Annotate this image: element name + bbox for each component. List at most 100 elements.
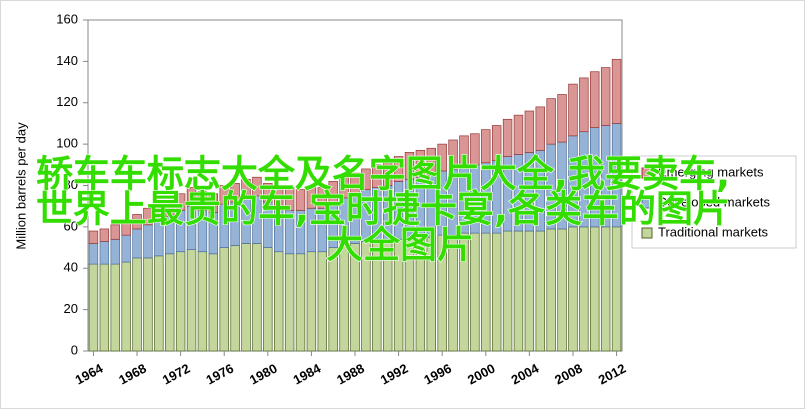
bar-segment (361, 168, 371, 190)
bar-segment (306, 251, 317, 352)
legend-box (631, 155, 797, 249)
bar-segment (459, 135, 469, 166)
bar-segment (295, 253, 306, 352)
bar-segment (143, 257, 153, 352)
bar-segment (393, 156, 404, 182)
bar-segment (546, 228, 556, 352)
bar-segment (154, 255, 164, 352)
bar-segment (263, 247, 273, 352)
bar-segment (230, 183, 240, 203)
bar-segment (611, 58, 622, 124)
bar-segment (590, 71, 600, 128)
legend-label: Traditional markets (658, 224, 769, 239)
bar-segment (535, 106, 545, 151)
bar-segment (568, 83, 578, 137)
y-tick-label: 20 (64, 301, 78, 316)
bar-segment (579, 226, 589, 352)
y-tick-label: 140 (56, 53, 78, 68)
bar-segment (208, 253, 219, 352)
bar-segment (284, 187, 295, 211)
legend-swatch (641, 197, 653, 209)
bar-segment (154, 203, 164, 222)
bar-segment (132, 228, 142, 259)
bar-segment (241, 243, 251, 352)
watermark-text: 大全图片 (326, 224, 474, 267)
legend-label: Emerging markets (658, 164, 764, 179)
bar-segment (197, 251, 208, 352)
y-tick-label: 160 (56, 11, 78, 26)
bar-segment (186, 249, 197, 352)
bar-segment (524, 230, 535, 352)
bar-segment (481, 129, 491, 164)
bar-segment (165, 199, 175, 217)
bar-segment (502, 118, 513, 157)
watermark-text: 轿车车标志大全及名字图片大全,我要卖车, (36, 153, 730, 196)
bar-segment (437, 143, 447, 172)
watermark-text: 世界上最贵的车,宝时捷卡宴,各类车的图片 (36, 188, 730, 231)
bar-segment (132, 214, 142, 230)
bar-segment (99, 228, 110, 242)
bar-segment (143, 207, 153, 226)
legend-label: Developed markets (658, 194, 770, 209)
bar-segment (306, 187, 317, 209)
bar-segment (339, 176, 349, 199)
bar-segment (99, 263, 110, 352)
bar-segment (197, 191, 208, 211)
bar-segment (491, 232, 502, 352)
bar-segment (426, 147, 436, 176)
bar-segment (252, 176, 262, 197)
legend: Emerging markets Developed markets Traditi… (631, 155, 797, 249)
bar-segment (579, 77, 589, 133)
bar-segment (513, 114, 524, 155)
bar-segment (175, 251, 186, 352)
bar-segment (186, 187, 197, 207)
bar-segment (535, 230, 545, 352)
y-tick-label: 40 (64, 260, 78, 275)
bar-segment (252, 243, 262, 352)
bar-segment (481, 232, 491, 352)
bar-segment (274, 251, 284, 352)
bar-segment (404, 152, 415, 180)
bar-segment (165, 253, 175, 352)
bar-segment (590, 226, 600, 352)
y-tick-label: 120 (56, 94, 78, 109)
bar-segment (382, 162, 393, 186)
bar-segment (110, 224, 120, 240)
bar-segment (295, 189, 306, 211)
bar-segment (557, 94, 567, 143)
bar-segment (175, 193, 186, 211)
bar-segment (317, 251, 328, 352)
bar-segment (372, 164, 382, 188)
bar-segment (557, 228, 567, 352)
bar-segment (241, 178, 251, 199)
bar-segment (568, 226, 578, 352)
y-axis-label: Million barrels per day (13, 122, 28, 250)
bar-segment (415, 149, 426, 178)
legend-swatch (641, 227, 653, 239)
bar-segment (132, 257, 142, 352)
legend-swatch (641, 167, 653, 179)
bar-segment (524, 110, 535, 153)
bar-segment (328, 181, 338, 203)
bar-segment (88, 263, 99, 352)
bar-segment (448, 139, 458, 170)
bar-segment (350, 172, 360, 195)
bar-segment (99, 241, 110, 265)
bar-segment (284, 253, 295, 352)
bar-segment (110, 263, 120, 352)
y-tick-label: 0 (71, 342, 78, 357)
bar-segment (110, 238, 120, 265)
y-tick-label: 100 (56, 136, 78, 151)
bar-segment (502, 230, 513, 352)
bar-segment (491, 125, 502, 162)
bar-segment (121, 220, 131, 236)
y-tick-label: 80 (64, 177, 78, 192)
bar-segment (513, 230, 524, 352)
bar-segment (470, 133, 480, 166)
y-tick-label: 60 (64, 218, 78, 233)
bar-segment (611, 226, 622, 352)
bar-segment (317, 187, 328, 209)
bar-segment (600, 67, 611, 126)
